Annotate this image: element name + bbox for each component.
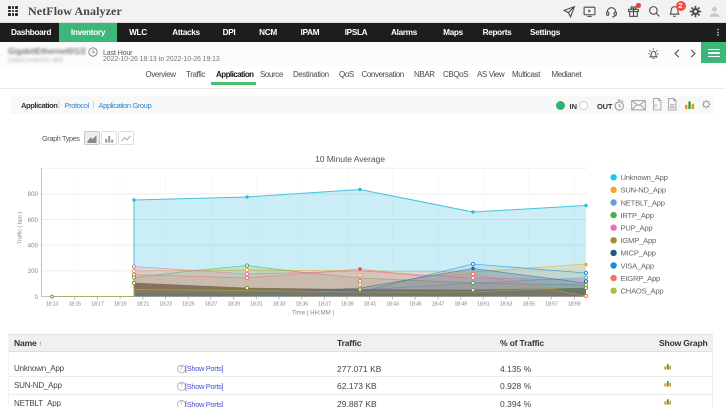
svg-text:800: 800 (28, 191, 39, 198)
svg-text:18:43: 18:43 (386, 302, 399, 308)
svg-text:18:13: 18:13 (46, 302, 59, 308)
svg-text:P: P (654, 103, 657, 108)
svg-text:SUN-ND_App: SUN-ND_App (621, 186, 666, 195)
svg-text:18:27: 18:27 (205, 302, 218, 308)
svg-text:18:57: 18:57 (545, 302, 558, 308)
svg-text:NETBLT_App: NETBLT_App (621, 198, 665, 207)
svg-text:18:19: 18:19 (114, 302, 127, 308)
svg-text:10 Minute Average: 10 Minute Average (315, 154, 385, 164)
svg-text:18:53: 18:53 (500, 302, 513, 308)
svg-text:0: 0 (35, 294, 39, 301)
svg-text:IRTP_App: IRTP_App (621, 211, 654, 220)
svg-text:18:39: 18:39 (341, 302, 354, 308)
svg-text:18:55: 18:55 (522, 302, 535, 308)
svg-text:18:37: 18:37 (318, 302, 331, 308)
svg-text:18:51: 18:51 (477, 302, 490, 308)
svg-text:18:25: 18:25 (182, 302, 195, 308)
svg-text:EIGRP_App: EIGRP_App (621, 274, 661, 283)
svg-text:Unknown_App: Unknown_App (621, 173, 668, 182)
svg-text:600: 600 (28, 217, 39, 224)
svg-text:18:47: 18:47 (432, 302, 445, 308)
svg-text:18:49: 18:49 (454, 302, 467, 308)
svg-text:CHAOS_App: CHAOS_App (621, 287, 664, 296)
svg-text:MICP_App: MICP_App (621, 249, 656, 258)
svg-text:200: 200 (28, 268, 39, 275)
svg-text:18:17: 18:17 (91, 302, 104, 308)
svg-text:IGMP_App: IGMP_App (621, 236, 657, 245)
svg-text:18:41: 18:41 (364, 302, 377, 308)
svg-text:Traffic ( bps ): Traffic ( bps ) (18, 212, 24, 244)
svg-text:18:59: 18:59 (568, 302, 581, 308)
svg-text:18:35: 18:35 (295, 302, 308, 308)
svg-text:18:21: 18:21 (137, 302, 150, 308)
svg-text:18:31: 18:31 (250, 302, 263, 308)
svg-text:Time ( HH:MM ): Time ( HH:MM ) (292, 310, 334, 317)
svg-text:PUP_App: PUP_App (621, 224, 653, 233)
svg-text:18:29: 18:29 (227, 302, 240, 308)
svg-text:18:45: 18:45 (409, 302, 422, 308)
svg-text:18:23: 18:23 (159, 302, 172, 308)
svg-text:18:33: 18:33 (273, 302, 286, 308)
svg-text:400: 400 (28, 243, 39, 250)
svg-text:18:15: 18:15 (68, 302, 81, 308)
svg-text:VISA_App: VISA_App (621, 261, 654, 270)
